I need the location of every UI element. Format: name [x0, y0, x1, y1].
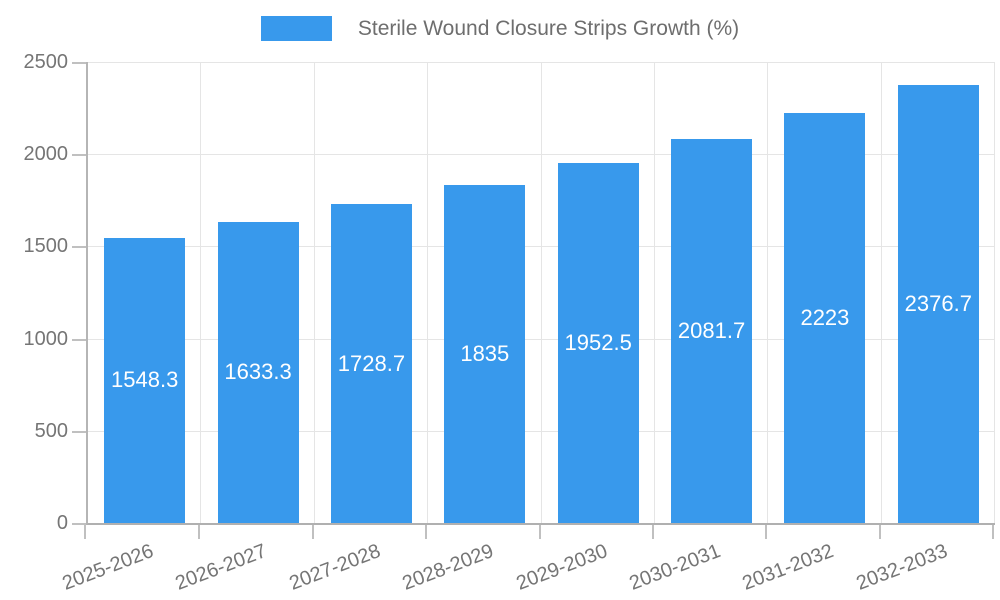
- x-axis-tick: [538, 525, 541, 539]
- x-gridline: [653, 62, 655, 523]
- bar[interactable]: 1835: [444, 184, 526, 523]
- plot-area: 1548.3 1633.3 1728.7 1835 1952.5 2081.7 2223 23…: [86, 62, 995, 525]
- x-gridline: [767, 62, 769, 523]
- x-axis-tick-label: 2027-2028: [286, 540, 384, 595]
- y-axis-tick: [72, 154, 86, 157]
- bar-value-label: 2223: [800, 305, 850, 331]
- y-gridline: [88, 338, 995, 340]
- x-axis-tick: [198, 525, 201, 539]
- legend[interactable]: Sterile Wound Closure Strips Growth (%): [0, 16, 1000, 41]
- x-gridline: [994, 62, 995, 523]
- y-axis-tick: [72, 246, 86, 249]
- legend-label: Sterile Wound Closure Strips Growth (%): [357, 16, 740, 40]
- bar[interactable]: 1952.5: [557, 162, 639, 523]
- legend-swatch: [260, 16, 332, 41]
- x-axis-tick: [651, 525, 654, 539]
- x-axis-tick-label: 2032-2033: [853, 540, 951, 595]
- y-axis-tick-label: 2500: [23, 51, 69, 73]
- y-axis-tick: [72, 338, 86, 341]
- x-axis-tick: [84, 525, 86, 539]
- x-axis-tick-label: 2026-2027: [172, 540, 270, 595]
- x-gridline: [880, 62, 882, 523]
- bar-value-label: 1952.5: [564, 329, 632, 355]
- y-axis-tick-label: 2000: [23, 143, 69, 166]
- y-axis-tick-label: 0: [56, 512, 68, 534]
- y-gridline: [88, 246, 995, 248]
- x-gridline: [313, 62, 315, 523]
- x-gridline: [540, 62, 542, 523]
- bar[interactable]: 2376.7: [897, 84, 979, 523]
- x-axis-tick: [992, 525, 994, 539]
- bar[interactable]: 2223: [784, 113, 866, 523]
- bar-value-label: 2376.7: [904, 290, 972, 316]
- bar-value-label: 1835: [460, 340, 510, 366]
- x-gridline: [427, 62, 429, 523]
- y-gridline: [88, 154, 995, 156]
- y-gridline: [88, 62, 995, 63]
- y-axis-tick: [72, 430, 86, 433]
- bar-value-label: 1548.3: [111, 367, 179, 393]
- y-axis-tick-label: 1500: [23, 235, 69, 258]
- x-axis-tick-label: 2028-2029: [399, 540, 497, 595]
- bar[interactable]: 1728.7: [330, 204, 412, 523]
- bar-value-label: 1633.3: [224, 359, 292, 385]
- x-axis-tick-label: 2031-2032: [739, 540, 837, 595]
- bar[interactable]: 1633.3: [217, 221, 299, 523]
- x-axis-tick: [878, 525, 881, 539]
- y-axis-tick-label: 500: [34, 419, 68, 442]
- y-axis-tick: [72, 523, 86, 525]
- x-axis-tick: [765, 525, 768, 539]
- x-axis-tick-label: 2029-2030: [512, 540, 611, 595]
- bar[interactable]: 1548.3: [104, 237, 186, 523]
- bar[interactable]: 2081.7: [671, 139, 753, 523]
- bar-value-label: 2081.7: [677, 318, 746, 344]
- bar-value-label: 1728.7: [337, 350, 406, 376]
- y-gridline: [88, 430, 995, 432]
- x-axis-tick: [425, 525, 428, 539]
- y-axis-tick: [72, 62, 86, 64]
- y-axis-tick-label: 1000: [23, 327, 69, 350]
- x-axis-tick-label: 2025-2026: [59, 540, 157, 595]
- x-gridline: [200, 62, 202, 523]
- x-axis-tick-label: 2030-2031: [626, 540, 724, 595]
- x-axis-tick: [311, 525, 314, 539]
